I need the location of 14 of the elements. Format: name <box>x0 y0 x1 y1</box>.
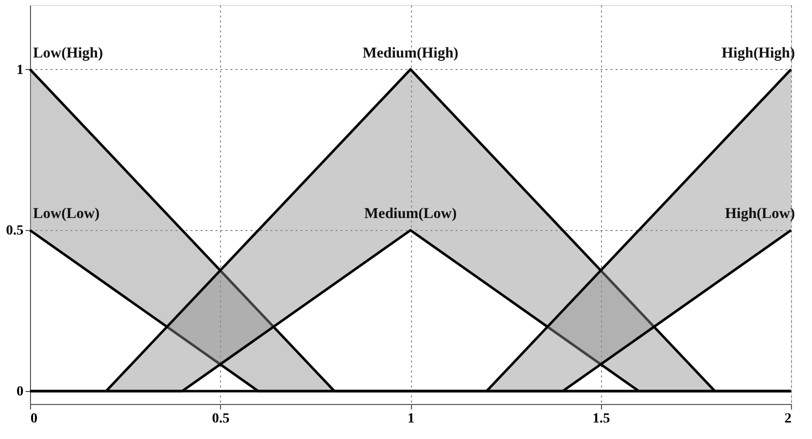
series-label: Low(High) <box>33 45 104 62</box>
x-tick-label: 1.5 <box>592 412 610 426</box>
y-tick-label: 1 <box>16 62 24 78</box>
x-tick-label: 1 <box>408 412 414 426</box>
x-tick-label: 0 <box>30 412 38 426</box>
y-tick-label: 0 <box>16 384 24 400</box>
series-label: High(High) <box>722 45 795 62</box>
series-label: Low(Low) <box>33 206 100 222</box>
y-tick-label: 0.5 <box>6 224 24 239</box>
series-label: Medium(Low) <box>364 206 457 222</box>
series-label: Medium(High) <box>362 45 458 62</box>
x-tick-label: 2 <box>784 412 792 426</box>
series-label: High(Low) <box>724 206 795 222</box>
x-tick-label: 0.5 <box>212 412 230 426</box>
